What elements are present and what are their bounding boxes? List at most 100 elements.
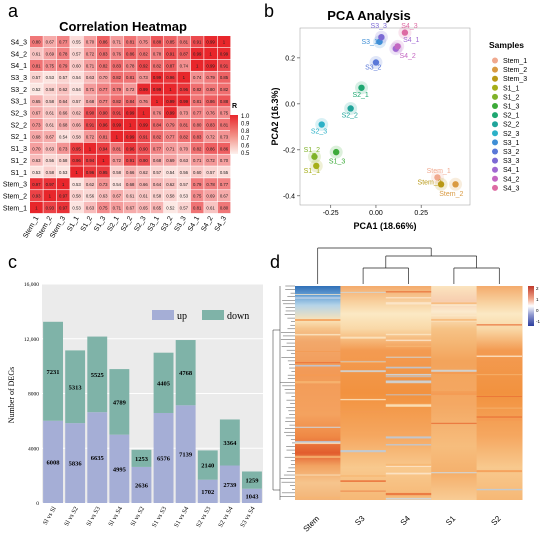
heatmap-cell-value: 0.99	[126, 134, 135, 139]
heatmap-cell-value: 0.67	[113, 194, 122, 199]
heatmap-cell-value: 0.75	[99, 206, 108, 211]
heatmap-cell	[56, 107, 70, 119]
heatmap-cell-value: 1	[156, 99, 159, 104]
heatmap-cell-value: 0.81	[180, 123, 189, 128]
heatmap-cell	[97, 83, 110, 95]
heatmap-cell	[137, 47, 150, 60]
heatmap-cell-value: 0.86	[206, 99, 215, 104]
heatmap-cell-value: 0.57	[59, 75, 68, 80]
heatmap-cell-value: 0.53	[180, 194, 189, 199]
heatmap-cell-value: 0.63	[46, 146, 55, 151]
heatmap-cell	[56, 201, 70, 214]
heatmap-cell	[110, 178, 124, 190]
heatmap-cell	[123, 36, 137, 48]
heatmap-cell-value: 0.82	[153, 63, 162, 68]
heatmap-cell-value: 0.54	[113, 182, 122, 187]
heatmap-cell-value: 0.99	[126, 111, 135, 116]
heatmap-cell	[56, 71, 70, 83]
bar-down	[87, 336, 108, 413]
heatmap-cell-value: 0.88	[220, 99, 229, 104]
bar-down	[175, 340, 196, 406]
heatmap-cell	[97, 201, 110, 214]
expression-stripe	[340, 450, 386, 453]
heatmap-cell	[204, 130, 217, 143]
heatmap-cell-value: 0.86	[99, 40, 108, 45]
heatmap-cell-value: 0.53	[72, 206, 81, 211]
heatmap-cell	[217, 178, 231, 190]
heatmap-cell-value: 0.56	[180, 170, 189, 175]
heatmap-cell-value: 0.70	[220, 158, 229, 163]
pca-point	[372, 59, 380, 66]
heatmap-col-label: S3_1	[147, 215, 161, 233]
pca-point	[313, 162, 320, 170]
heatmap-cell	[137, 36, 150, 48]
heatmap-cell-value: 0.99	[180, 99, 189, 104]
heatmap-cell	[137, 201, 150, 214]
pca-legend-label: S4_1	[503, 167, 519, 174]
heatmap-row-label: S1_1	[11, 170, 27, 177]
heatmap-cell	[70, 178, 83, 190]
expression-stripe	[476, 324, 522, 326]
heatmap-row-label: S3_2	[11, 87, 27, 94]
heatmap-cell-value: 0.56	[46, 158, 55, 163]
heatmap-cell	[56, 130, 70, 143]
heatmap-cell	[83, 59, 97, 71]
heatmap-cell-value: 0.70	[180, 146, 189, 151]
heatmap-cell-value: 0.77	[166, 134, 175, 139]
heatmap-cell-value: 0.93	[46, 206, 55, 211]
pca-point-label: S4_1	[403, 37, 419, 44]
pca-legend-swatch	[492, 103, 498, 109]
heatmap-cell	[70, 154, 83, 166]
pca-legend-label: S2_3	[503, 131, 519, 138]
heatmap-cell-value: 0.77	[220, 182, 229, 187]
heatmap-cell	[123, 154, 137, 166]
heatmap-col-label: S1_2	[80, 215, 94, 233]
heatmap-cell	[43, 178, 57, 190]
heatmap-cell-value: 0.61	[46, 123, 55, 128]
pca-legend-label: S2_2	[503, 122, 519, 129]
heatmap-cell	[43, 201, 57, 214]
heatmap-cell	[137, 166, 150, 178]
heatmap-cell	[164, 178, 177, 190]
heatmap-cell-value: 0.97	[46, 182, 55, 187]
heatmap-cell-value: 0.55	[220, 170, 229, 175]
expression-stripe	[385, 333, 432, 336]
heatmap-cell-value: 0.63	[99, 194, 108, 199]
heatmap-cell	[150, 71, 164, 83]
pca-point	[358, 84, 365, 91]
bar-up	[87, 412, 108, 503]
heatmap-cell-value: 0.78	[153, 51, 162, 56]
pca-point	[394, 43, 401, 50]
heatmap-cell	[217, 59, 231, 71]
heatmap-cell	[43, 95, 57, 107]
heatmap-cell	[70, 95, 83, 107]
colorbar-tick: 0.7	[241, 136, 250, 142]
heatmap-cell-value: 0.57	[180, 182, 189, 187]
heatmap-cell	[190, 201, 204, 214]
bar-category-label: Sl vs S2	[63, 506, 80, 528]
pca-point-label: Stem_2	[439, 191, 463, 198]
heatmap-cell-value: 0.87	[180, 51, 189, 56]
heatmap-cell	[30, 71, 43, 83]
heatmap-cell-value: 0.68	[126, 182, 135, 187]
heatmap-cell-value: 0.73	[180, 111, 189, 116]
pca-point	[378, 33, 385, 41]
pca-point	[434, 174, 441, 181]
heatmap-cell-value: 1	[35, 206, 38, 211]
bar-legend-swatch-down	[202, 310, 224, 320]
heatmap-cell-value: 0.63	[180, 158, 189, 163]
pca-point-label: S1_1	[304, 168, 320, 175]
heatmap-cell	[177, 166, 191, 178]
bar-down-value: 4789	[113, 399, 127, 406]
heatmap-cell-value: 0.92	[139, 63, 148, 68]
pca-point-label: S3_2	[365, 64, 381, 71]
heatmap-cell-value: 0.61	[32, 51, 41, 56]
heatmap-cell-value: 0.58	[46, 87, 55, 92]
pca-legend-title: Samples	[489, 40, 524, 50]
heatmap-cell	[190, 83, 204, 95]
heatmap-cell-value: 0.67	[126, 206, 135, 211]
bar-y-tick-label: 12,000	[24, 337, 39, 343]
heatmap-cell-value: 0.67	[46, 40, 55, 45]
expression-stripe	[340, 475, 386, 477]
heatmap-cell	[190, 142, 204, 154]
